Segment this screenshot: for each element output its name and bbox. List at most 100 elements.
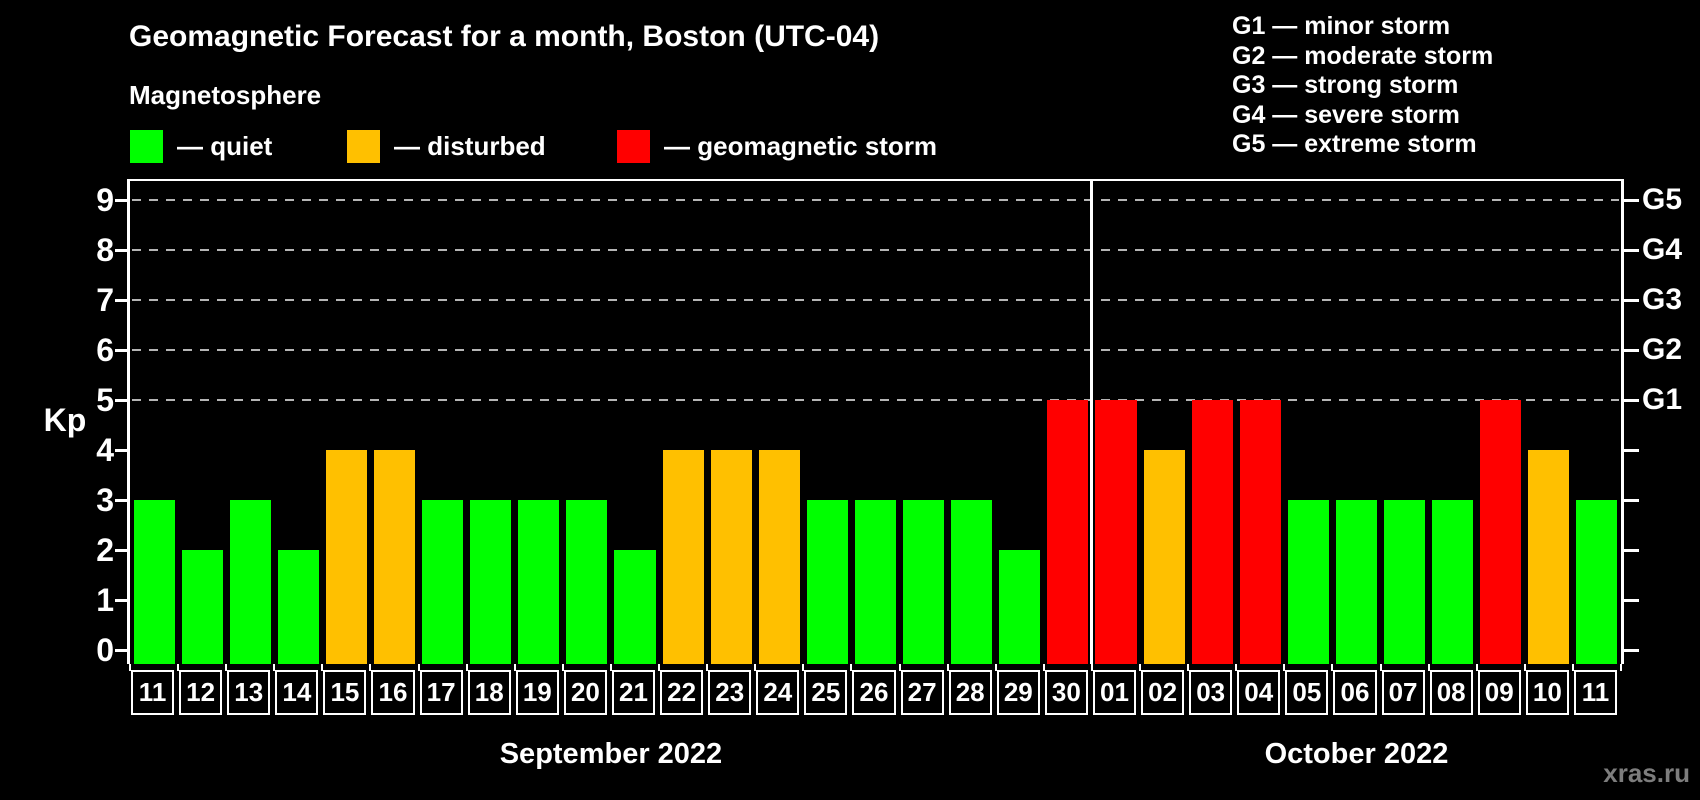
quiet-color-swatch <box>130 130 163 163</box>
right-tick-5 <box>1624 398 1639 402</box>
x-tick-23 <box>1235 664 1238 671</box>
x-tick-29 <box>1523 664 1526 671</box>
x-tick-9 <box>561 664 564 671</box>
date-cell-12: 12 <box>179 670 223 715</box>
y-tick-label-0: 0 <box>96 632 114 668</box>
y-tick-label-6: 6 <box>96 332 114 368</box>
x-tick-2 <box>225 664 228 671</box>
magnetosphere-label: Magnetosphere <box>129 80 322 110</box>
disturbed-color-swatch <box>347 130 380 163</box>
date-cell-22: 22 <box>660 670 704 715</box>
date-cell-02: 02 <box>1141 670 1185 715</box>
bar-day-06 <box>1335 500 1377 664</box>
date-cell-25: 25 <box>804 670 848 715</box>
date-cell-24: 24 <box>756 670 800 715</box>
g3-legend-line: G3 — strong storm <box>1232 71 1459 100</box>
bar-day-08 <box>1432 500 1474 664</box>
y-tick-label-8: 8 <box>96 232 114 268</box>
left-tick-4 <box>115 448 130 452</box>
date-cell-07: 07 <box>1381 670 1425 715</box>
x-tick-26 <box>1379 664 1382 671</box>
x-tick-28 <box>1475 664 1478 671</box>
bar-day-23 <box>710 450 752 664</box>
date-cell-14: 14 <box>275 670 319 715</box>
y-tick-label-4: 4 <box>96 432 114 468</box>
date-cell-17: 17 <box>419 670 463 715</box>
x-tick-10 <box>609 664 612 671</box>
bar-day-12 <box>181 550 223 664</box>
right-tick-9 <box>1624 198 1639 202</box>
date-cell-13: 13 <box>227 670 271 715</box>
date-cell-29: 29 <box>996 670 1040 715</box>
right-tick-3 <box>1624 498 1639 502</box>
date-cell-10: 10 <box>1525 670 1569 715</box>
g5-legend-line: G5 — extreme storm <box>1232 130 1477 159</box>
left-tick-6 <box>115 348 130 352</box>
bar-day-20 <box>566 500 608 664</box>
x-tick-4 <box>321 664 324 671</box>
left-tick-7 <box>115 298 130 302</box>
x-tick-12 <box>706 664 709 671</box>
bar-day-05 <box>1287 500 1329 664</box>
legend-label-disturbed: — disturbed <box>394 131 546 161</box>
chart-title: Geomagnetic Forecast for a month, Boston… <box>129 20 880 53</box>
g4-legend-line: G4 — severe storm <box>1232 100 1460 129</box>
x-tick-7 <box>465 664 468 671</box>
x-tick-27 <box>1427 664 1430 671</box>
date-cell-01: 01 <box>1092 670 1137 715</box>
bar-day-26 <box>854 500 897 664</box>
right-tick-8 <box>1624 248 1639 252</box>
date-cell-16: 16 <box>371 670 415 715</box>
legend-item-storm: — geomagnetic storm <box>617 130 937 163</box>
x-tick-8 <box>513 664 516 671</box>
x-tick-21 <box>1139 664 1142 671</box>
date-cell-06: 06 <box>1333 670 1377 715</box>
bar-day-01 <box>1095 400 1137 664</box>
plot-top-border <box>127 179 1624 181</box>
legend-label-storm: — geomagnetic storm <box>664 131 938 161</box>
y-tick-label-5: 5 <box>96 382 114 418</box>
date-cell-05: 05 <box>1285 670 1329 715</box>
x-tick-15 <box>850 664 853 671</box>
bar-day-17 <box>422 500 464 664</box>
month-separator-line <box>1090 181 1094 664</box>
date-cell-28: 28 <box>948 670 992 715</box>
y-tick-label-7: 7 <box>96 282 114 318</box>
date-cell-19: 19 <box>515 670 559 715</box>
bar-day-16 <box>373 450 416 664</box>
legend-item-quiet: — quiet <box>130 130 272 163</box>
g-axis-label-g1: G1 <box>1642 383 1683 416</box>
watermark: xras.ru <box>1603 758 1690 788</box>
gridline-kp6 <box>132 349 1619 351</box>
bar-day-10 <box>1528 450 1570 664</box>
x-tick-16 <box>898 664 901 671</box>
right-tick-1 <box>1624 598 1639 602</box>
right-axis-line <box>1621 181 1624 664</box>
date-cell-30: 30 <box>1044 670 1088 715</box>
storm-color-swatch <box>617 130 650 163</box>
left-tick-8 <box>115 248 130 252</box>
bar-day-28 <box>951 500 993 664</box>
y-tick-label-1: 1 <box>96 582 114 618</box>
bar-day-22 <box>662 450 704 664</box>
left-tick-9 <box>115 198 130 202</box>
date-cell-18: 18 <box>467 670 511 715</box>
x-tick-18 <box>994 664 997 671</box>
x-tick-3 <box>273 664 276 671</box>
y-tick-label-3: 3 <box>96 482 114 518</box>
bar-day-25 <box>806 500 848 664</box>
bar-day-11 <box>1576 500 1618 664</box>
left-tick-0 <box>115 648 130 652</box>
left-tick-1 <box>115 598 130 602</box>
left-tick-5 <box>115 398 130 402</box>
left-tick-2 <box>115 548 130 552</box>
bar-day-18 <box>470 500 512 664</box>
x-tick-19 <box>1042 664 1045 671</box>
bar-day-11 <box>133 500 175 664</box>
date-cell-15: 15 <box>323 670 367 715</box>
date-cell-21: 21 <box>611 670 656 715</box>
x-tick-14 <box>802 664 805 671</box>
bar-day-15 <box>325 450 367 664</box>
date-cell-11: 11 <box>131 670 175 715</box>
y-tick-label-2: 2 <box>96 532 114 568</box>
